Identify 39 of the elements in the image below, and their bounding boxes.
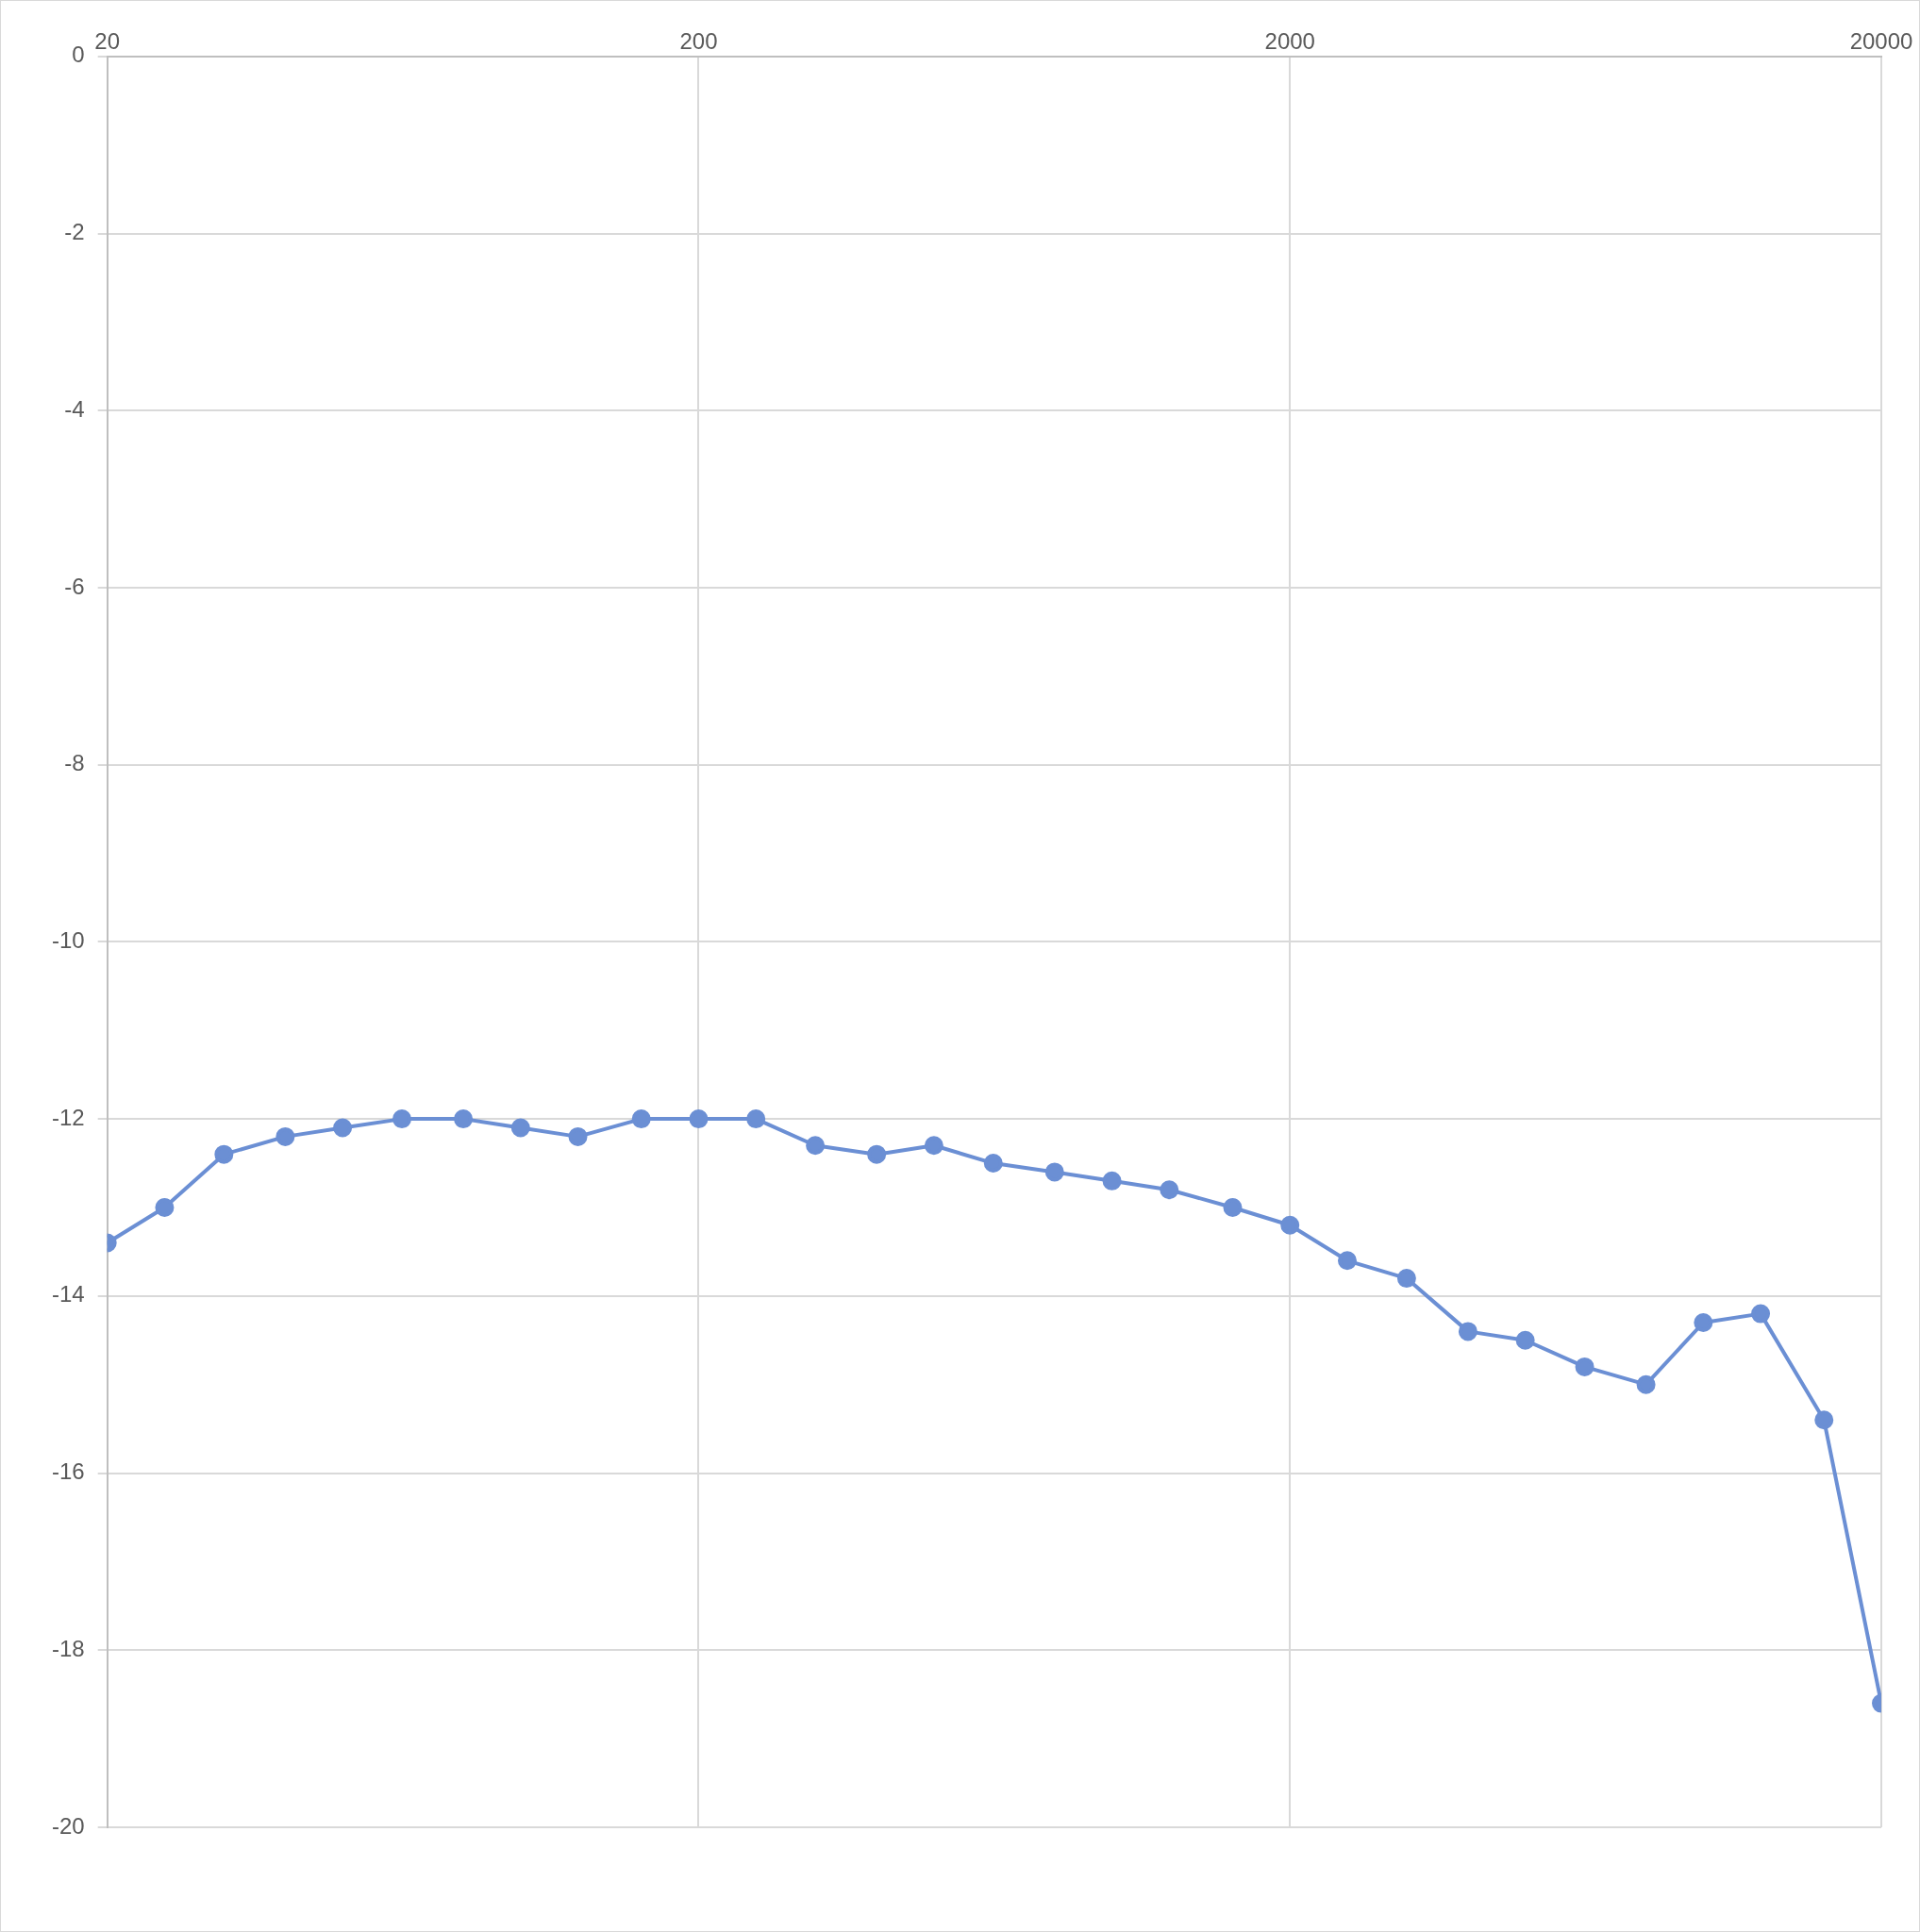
point (275, 1126, 295, 1146)
y-tick-label: -16 (52, 1458, 85, 1485)
point (1102, 1171, 1122, 1191)
point (510, 1118, 530, 1138)
y-tick-label: -10 (52, 927, 85, 954)
x-tick-label: 2000 (1264, 28, 1315, 55)
y-tick-label: 0 (72, 42, 85, 68)
point (746, 1109, 766, 1129)
point (1337, 1251, 1357, 1271)
point (689, 1109, 709, 1129)
point (1751, 1304, 1771, 1324)
point (214, 1144, 234, 1164)
point (333, 1118, 353, 1138)
point (155, 1197, 175, 1217)
y-tick-label: -20 (52, 1812, 85, 1839)
y-tick-label: -18 (52, 1635, 85, 1661)
point (1575, 1357, 1594, 1376)
y-tick-label: -8 (64, 750, 85, 776)
x-tick-label: 20000 (1849, 28, 1913, 55)
y-tick-label: -2 (64, 219, 85, 245)
point (867, 1144, 887, 1164)
point (1396, 1269, 1416, 1289)
point (392, 1109, 412, 1129)
point (1160, 1180, 1179, 1200)
point (1515, 1330, 1535, 1350)
point (1694, 1313, 1713, 1332)
y-tick-label: -14 (52, 1281, 85, 1307)
point (1044, 1162, 1064, 1182)
x-tick-label: 20 (94, 28, 121, 55)
y-tick-label: -4 (64, 395, 85, 422)
y-tick-label: -12 (52, 1104, 85, 1130)
point (924, 1136, 943, 1156)
x-tick-label: 200 (679, 28, 718, 55)
point (1280, 1215, 1300, 1235)
point (983, 1154, 1003, 1174)
y-tick-label: -6 (64, 573, 85, 599)
point (806, 1136, 826, 1156)
point (568, 1126, 588, 1146)
point (1458, 1322, 1478, 1341)
